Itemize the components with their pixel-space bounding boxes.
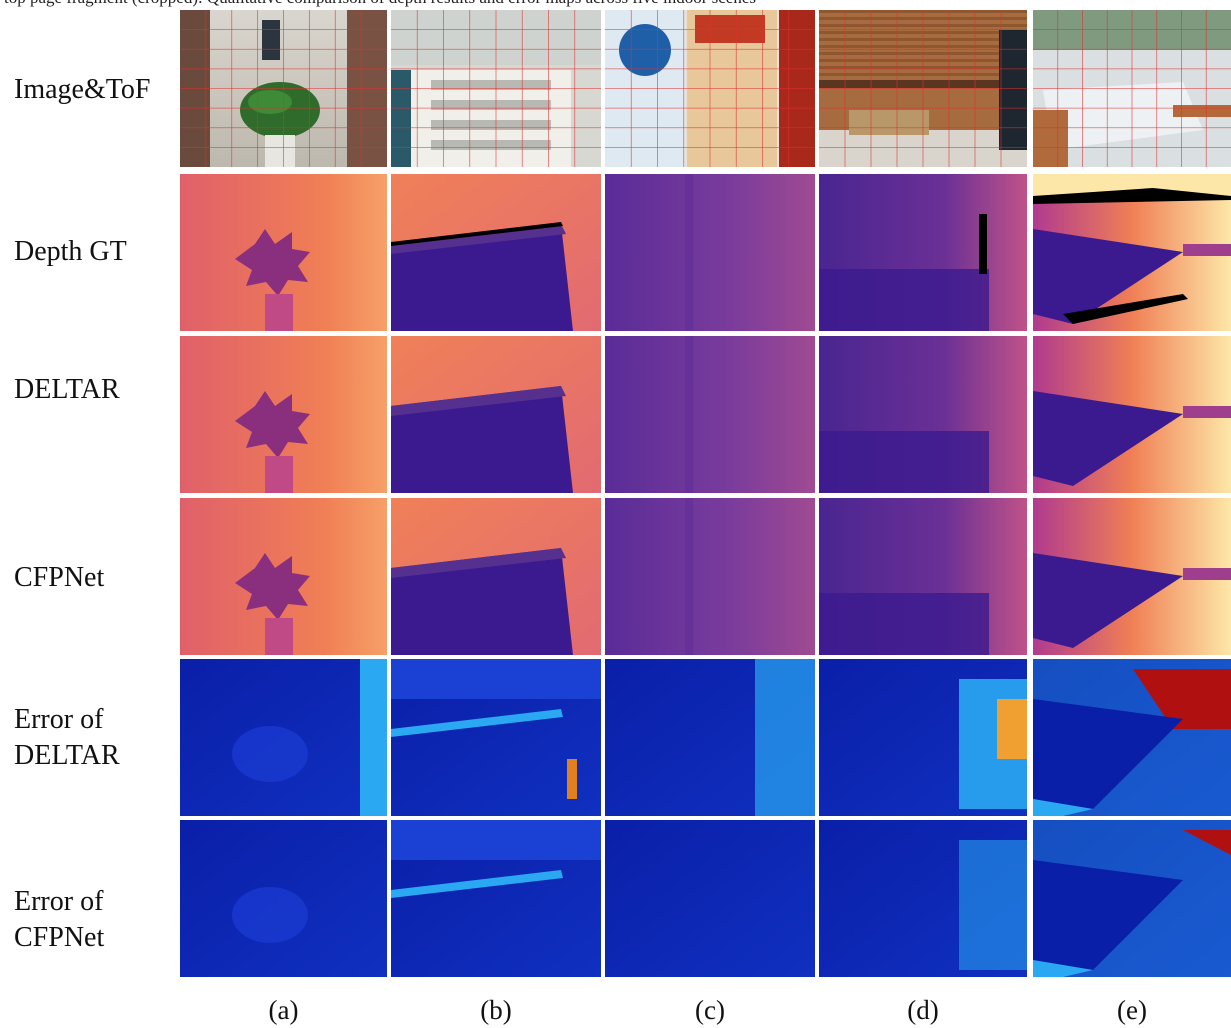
panel-depth-table bbox=[1033, 498, 1231, 655]
panel-depth-gt-table bbox=[1033, 174, 1231, 331]
row-label-deltar: DELTAR bbox=[14, 374, 120, 405]
panel-error2-table bbox=[1033, 820, 1231, 977]
col-label-c: (c) bbox=[695, 995, 725, 1025]
panel-rgb-shoe-rack bbox=[391, 10, 601, 167]
panel-depth-gt-bar-shelf bbox=[819, 174, 1027, 331]
panel-depth-plant bbox=[180, 498, 387, 655]
row-label-error-cfpnet: Error of CFPNet bbox=[14, 886, 105, 953]
panel-depth-bar-shelf bbox=[819, 336, 1027, 493]
panel-error-plant bbox=[180, 659, 387, 816]
row-label-depth-gt: Depth GT bbox=[14, 236, 127, 267]
panel-depth-gt-shoe-rack bbox=[391, 174, 601, 331]
col-label-a: (a) bbox=[268, 995, 299, 1025]
caption-fragment: top page fragment (cropped): Qualitative… bbox=[4, 0, 1224, 8]
panel-error2-poster-wall bbox=[605, 820, 815, 977]
panel-depth-gt-plant bbox=[180, 174, 387, 331]
row-label-image-tof: Image&ToF bbox=[14, 74, 151, 105]
panel-depth-poster-wall bbox=[605, 498, 815, 655]
panel-depth-shoe-rack bbox=[391, 336, 601, 493]
panel-depth-shoe-rack bbox=[391, 498, 601, 655]
col-label-e: (e) bbox=[1117, 995, 1147, 1025]
col-label-b: (b) bbox=[480, 995, 512, 1025]
panel-depth-plant bbox=[180, 336, 387, 493]
panel-error2-plant bbox=[180, 820, 387, 977]
panel-error-poster-wall bbox=[605, 659, 815, 816]
panel-rgb-table bbox=[1033, 10, 1231, 167]
panel-error2-shoe-rack bbox=[391, 820, 601, 977]
panel-depth-bar-shelf bbox=[819, 498, 1027, 655]
panel-rgb-plant bbox=[180, 10, 387, 167]
col-label-d: (d) bbox=[907, 995, 939, 1025]
panel-rgb-bar-shelf bbox=[819, 10, 1027, 167]
panel-depth-table bbox=[1033, 336, 1231, 493]
panel-depth-poster-wall bbox=[605, 336, 815, 493]
row-label-cfpnet: CFPNet bbox=[14, 562, 105, 593]
panel-error-table bbox=[1033, 659, 1231, 816]
panel-rgb-poster-wall bbox=[605, 10, 815, 167]
panel-error-shoe-rack bbox=[391, 659, 601, 816]
row-label-error-deltar: Error of DELTAR bbox=[14, 704, 120, 771]
panel-error2-bar-shelf bbox=[819, 820, 1027, 977]
panel-error-bar-shelf bbox=[819, 659, 1027, 816]
panel-depth-gt-poster-wall bbox=[605, 174, 815, 331]
